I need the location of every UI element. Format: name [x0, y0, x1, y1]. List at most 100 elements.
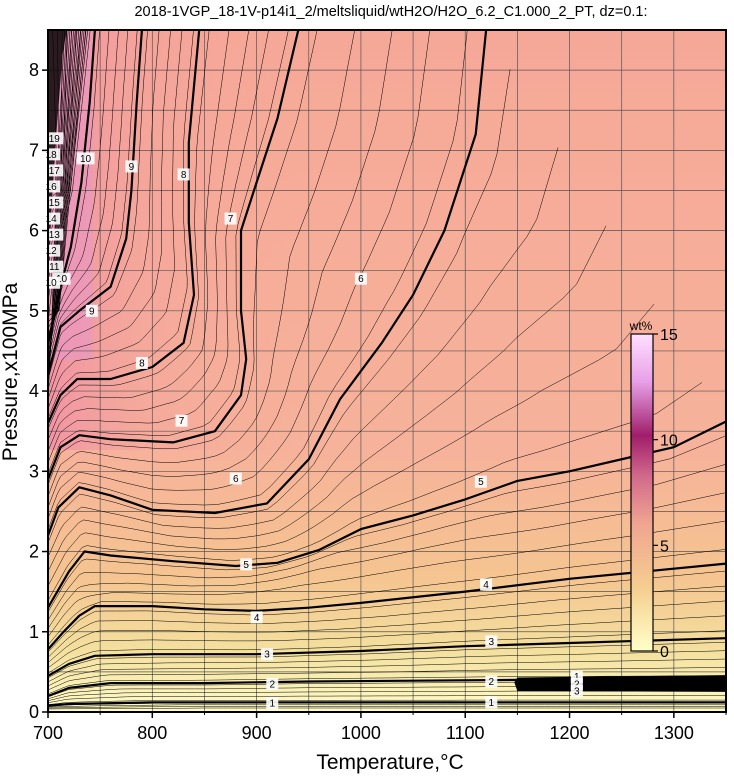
contour-label-bg: [45, 164, 64, 177]
contour-label-bg: [175, 414, 188, 427]
contour-label: 15: [45, 196, 64, 209]
minor-contour: [48, 30, 355, 497]
y-tick-label: 8: [29, 60, 39, 80]
colorbar-ticks: 0 5 10 15: [653, 327, 678, 661]
contour-label: 12: [42, 244, 61, 257]
contour-label-bg: [485, 635, 498, 648]
minor-contour: [48, 30, 318, 485]
x-tick-label: 1300: [654, 723, 694, 743]
contour-label-bg: [224, 212, 237, 225]
contour-label-text: 10: [56, 274, 68, 285]
contour-label: 2: [266, 677, 279, 690]
contour-label: 1: [266, 697, 279, 710]
minor-contour: [48, 30, 250, 452]
plot-frame: [47, 29, 727, 713]
contour-label-text: 3: [264, 650, 270, 661]
contour-label-text: 16: [46, 182, 58, 193]
grid-lines: [48, 30, 726, 712]
contour-label-text: 17: [49, 166, 61, 177]
contour-label: 1: [485, 696, 498, 709]
minor-contour: [48, 30, 269, 463]
x-tick-label: 900: [242, 723, 272, 743]
contour-label-bg: [266, 677, 279, 690]
colorbar-gradient: [630, 333, 654, 652]
contour-label-bg: [229, 472, 242, 485]
contour-label-text: 14: [46, 214, 58, 225]
colorbar-tick-label: 0: [660, 644, 669, 661]
minor-contour: [48, 30, 210, 429]
x-axis: 700 800 900 1000 1100 1200 1300: [33, 712, 727, 743]
contour-label-bg: [42, 148, 61, 161]
contour-label-bg: [474, 475, 487, 488]
colorbar-tick-label: 5: [660, 538, 669, 555]
minor-contour: [48, 658, 726, 687]
x-tick-label: 700: [33, 723, 63, 743]
dense-contour-band-right: [514, 675, 726, 692]
contour-label-text: 13: [49, 230, 61, 241]
minor-contour: [48, 549, 726, 646]
contour-label-text: 3: [489, 637, 495, 648]
minor-contour: [48, 667, 726, 691]
contour-label: 6: [354, 272, 367, 285]
contour-label-bg: [250, 611, 263, 624]
minor-contour: [48, 30, 119, 360]
contour-label: 4: [480, 578, 493, 591]
contour-label-bg: [125, 160, 138, 173]
contour-label-text: 4: [483, 580, 489, 591]
minor-contour: [48, 30, 230, 441]
x-axis-label: Temperature,°C: [316, 751, 463, 774]
minor-contour: [48, 30, 129, 366]
minor-contour: [48, 463, 726, 621]
contour-label-bg: [570, 685, 583, 698]
contour-label-bg: [485, 696, 498, 709]
contour-label-bg: [177, 168, 190, 181]
minor-contour: [48, 30, 171, 400]
contour-label-text: 1: [269, 699, 275, 710]
contour-label: 10: [42, 276, 61, 289]
contour-label-bg: [85, 304, 98, 317]
contour-label-bg: [45, 260, 64, 273]
dense-contour-fill: [48, 30, 67, 311]
minor-contour: [48, 630, 726, 674]
y-tick-label: 5: [29, 301, 39, 321]
minor-contour: [48, 492, 726, 629]
major-contour: [48, 30, 96, 344]
contour-label-text: 9: [129, 162, 135, 173]
minor-contour: [48, 520, 726, 638]
minor-contour: [48, 30, 148, 380]
colorbar-tick-label: 10: [660, 433, 678, 450]
contour-label-bg: [480, 578, 493, 591]
minor-contour: [48, 585, 726, 658]
minor-contour: [48, 30, 160, 390]
colorbar: wt% 0 5 10 15: [629, 319, 678, 661]
contour-label-text: 2: [574, 679, 580, 690]
contour-label-text: 2: [489, 677, 495, 688]
dense-contour-fill: [514, 675, 726, 692]
contour-label: 14: [42, 212, 61, 225]
contour-label-text: 7: [228, 214, 234, 225]
contour-label: 19: [45, 132, 64, 145]
contour-label-bg: [261, 648, 274, 661]
contour-label: 3: [261, 648, 274, 661]
major-contour: [48, 30, 201, 424]
minor-contour: [48, 69, 511, 543]
contour-label: 3: [485, 635, 498, 648]
minor-contour: [48, 707, 726, 710]
major-contour: [48, 637, 726, 677]
contour-label-text: 7: [179, 416, 185, 427]
contour-label-text: 10: [80, 154, 92, 165]
contour-label: 7: [224, 212, 237, 225]
contour-label: 10: [76, 152, 95, 165]
minor-contour: [48, 615, 726, 669]
minor-contour: [48, 704, 726, 708]
contour-label: 5: [240, 558, 253, 571]
contour-label: 17: [45, 164, 64, 177]
y-tick-label: 0: [29, 702, 39, 722]
contour-label: 2: [485, 675, 498, 688]
y-tick-label: 4: [29, 381, 39, 401]
contour-label-text: 11: [49, 262, 60, 273]
contour-label: 18: [42, 148, 61, 161]
contour-label-bg: [42, 212, 61, 225]
contour-label: 6: [229, 472, 242, 485]
